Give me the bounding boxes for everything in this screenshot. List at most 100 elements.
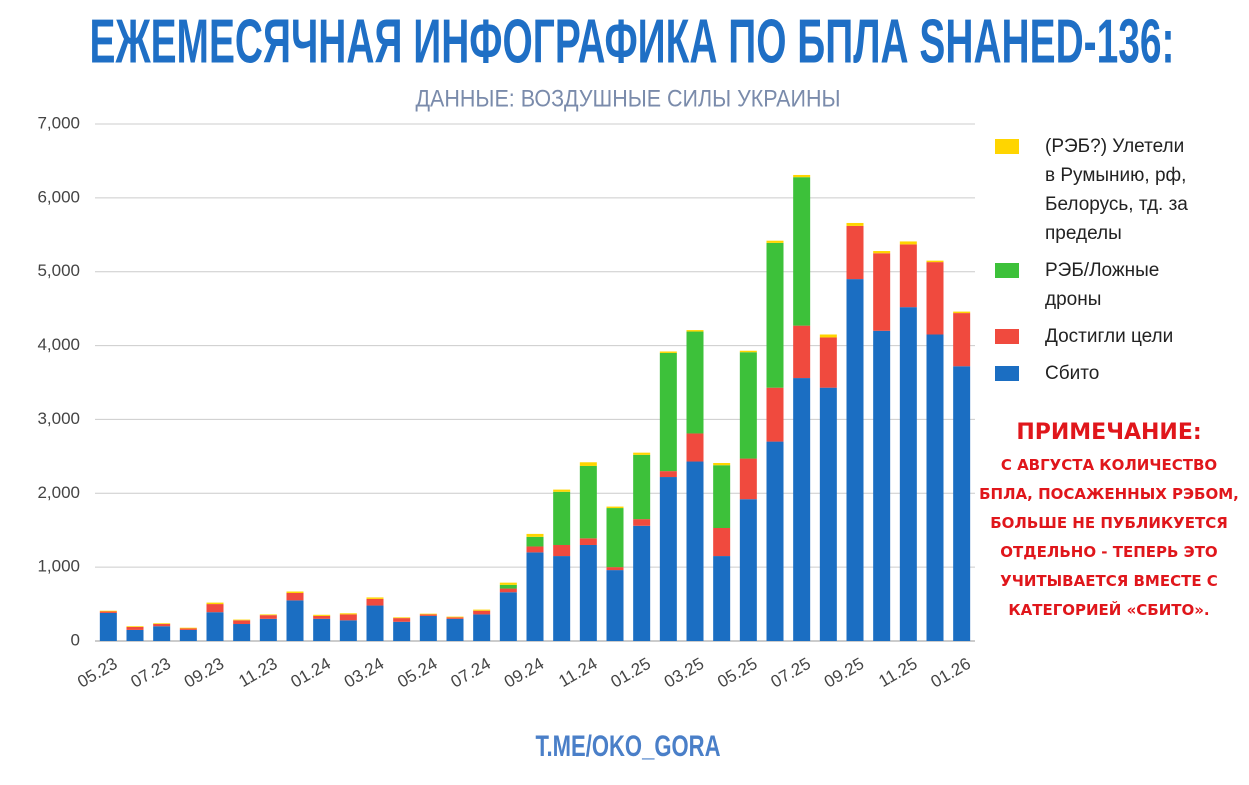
bar-segment (126, 626, 144, 630)
bar-segment (713, 556, 731, 641)
bar-segment (206, 612, 224, 641)
bar-segment (633, 519, 651, 526)
bar-segment (739, 499, 757, 641)
bar-segment (606, 567, 624, 571)
bar-segment (553, 556, 571, 641)
bar-segment (846, 225, 864, 280)
bar-segment (713, 527, 731, 557)
bar-segment (259, 618, 277, 641)
bar-segment (553, 489, 571, 492)
bar-segment (953, 366, 971, 641)
bar-segment (953, 313, 971, 367)
x-tick-label: 11.23 (235, 654, 280, 691)
bar-segment (259, 614, 277, 616)
bar-segment (766, 441, 784, 641)
bar-segment (553, 491, 571, 545)
bar-segment (313, 615, 331, 619)
legend-label: Достигли цели (1045, 326, 1174, 347)
bar-segment (206, 602, 224, 605)
bar-segment (686, 330, 704, 332)
bar-segment (526, 536, 544, 547)
y-tick-label: 7,000 (37, 113, 80, 132)
x-tick-label: 07.24 (448, 654, 494, 692)
bar-segment (339, 613, 357, 615)
bar-segment (606, 570, 624, 641)
x-tick-label: 11.25 (875, 654, 920, 691)
y-tick-label: 5,000 (37, 261, 80, 280)
bar-segment (339, 620, 357, 641)
bar-segment (899, 241, 917, 245)
legend-swatch (995, 329, 1019, 344)
bar-segment (579, 538, 597, 545)
y-tick-label: 1,000 (37, 557, 80, 576)
bar-segment (633, 452, 651, 455)
bar-segment (926, 260, 944, 263)
x-tick-label: 11.24 (555, 654, 600, 691)
bar-segment (233, 619, 251, 621)
x-tick-label: 03.25 (661, 654, 707, 692)
bar-segment (739, 352, 757, 459)
x-tick-label: 01.26 (928, 654, 974, 692)
x-tick-label: 09.25 (821, 654, 867, 692)
bar-segment (419, 614, 437, 616)
bar-segment (793, 378, 811, 641)
y-tick-label: 4,000 (37, 335, 80, 354)
bar-segment (419, 613, 437, 615)
bar-segment (499, 588, 517, 593)
legend-label: РЭБ/Ложные дроны (1045, 260, 1160, 310)
x-tick-label: 05.23 (74, 654, 120, 692)
bar-segment (873, 253, 891, 331)
legend-item: РЭБ/Ложные дроны (995, 256, 1195, 314)
legend: (РЭБ?) Улетели в Румынию, рф, Белорусь, … (995, 132, 1195, 396)
legend-item: Достигли цели (995, 322, 1195, 351)
legend-swatch (995, 366, 1019, 381)
bar-segment (793, 325, 811, 379)
bar-segment (659, 471, 677, 478)
x-tick-label: 09.24 (501, 654, 547, 692)
bar-segment (659, 477, 677, 641)
bar-segment (446, 618, 464, 641)
legend-label: (РЭБ?) Улетели в Румынию, рф, Белорусь, … (1045, 136, 1188, 244)
bar-segment (179, 628, 197, 630)
bar-segment (393, 617, 411, 619)
x-tick-label: 07.25 (768, 654, 814, 692)
bar-segment (99, 611, 117, 613)
bar-segment (153, 623, 171, 625)
bar-segment (926, 262, 944, 335)
bar-segment (526, 552, 544, 641)
bar-segment (526, 533, 544, 537)
bar-segment (499, 582, 517, 585)
bar-segment (633, 525, 651, 641)
bar-segment (819, 387, 837, 641)
bar-segment (819, 337, 837, 388)
bar-segment (499, 584, 517, 589)
bar-segment (153, 626, 171, 641)
bar-segment (846, 222, 864, 226)
bar-segment (99, 612, 117, 641)
y-tick-label: 2,000 (37, 483, 80, 502)
bar-segment (393, 618, 411, 622)
bar-segment (686, 433, 704, 462)
bar-segment (873, 330, 891, 641)
bar-segment (313, 618, 331, 641)
bar-segment (339, 614, 357, 621)
legend-swatch (995, 139, 1019, 154)
bar-segment (739, 458, 757, 500)
bar-segment (686, 461, 704, 641)
bar-segment (793, 177, 811, 326)
bar-segment (473, 610, 491, 615)
bar-segment (419, 615, 437, 641)
bar-segment (686, 331, 704, 434)
bar-segment (659, 352, 677, 472)
y-tick-label: 0 (71, 630, 80, 649)
bar-segment (233, 624, 251, 641)
bar-segment (793, 174, 811, 178)
y-tick-label: 3,000 (37, 409, 80, 428)
note-title: ПРИМЕЧАНИЕ: (1016, 420, 1202, 445)
bar-segment (473, 614, 491, 641)
bar-segment (286, 591, 304, 593)
x-tick-label: 05.24 (394, 654, 440, 692)
bar-segment (819, 334, 837, 338)
bar-segment (766, 240, 784, 243)
